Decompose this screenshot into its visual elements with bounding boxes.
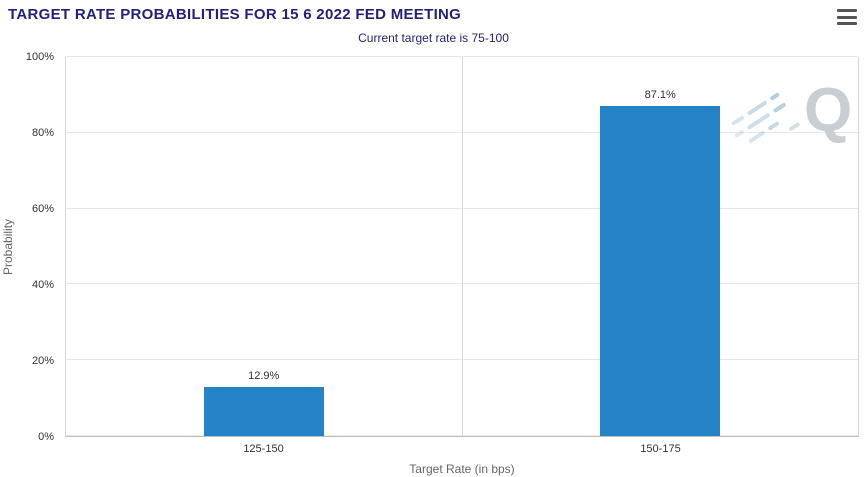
bar-125-150[interactable]	[203, 387, 324, 436]
x-tick-label: 125-150	[243, 443, 284, 455]
hamburger-bar	[837, 15, 857, 19]
plot-area: 12.9% 87.1% Q	[65, 56, 859, 437]
category-column: 87.1%	[461, 57, 859, 436]
gridline	[66, 56, 858, 57]
chart-subtitle: Current target rate is 75-100	[358, 31, 509, 45]
x-axis-title: Target Rate (in bps)	[409, 462, 515, 476]
bar-value-label: 12.9%	[248, 370, 280, 383]
hamburger-bar	[837, 9, 857, 12]
y-tick-label: 60%	[31, 203, 54, 215]
y-tick-label: 0%	[38, 431, 54, 443]
hamburger-bar	[837, 22, 857, 25]
x-tick-row: 125-150 150-175	[65, 443, 859, 455]
hamburger-menu-icon[interactable]	[837, 9, 857, 25]
y-tick-label: 80%	[31, 127, 54, 139]
x-tick-label: 150-175	[640, 443, 681, 455]
bar-value-label: 87.1%	[644, 88, 676, 101]
columns: 12.9% 87.1%	[66, 57, 858, 436]
category-column: 12.9%	[66, 57, 462, 436]
chart-title: TARGET RATE PROBABILITIES FOR 15 6 2022 …	[8, 6, 462, 23]
bar-150-175[interactable]	[600, 105, 721, 436]
y-axis-labels: 0% 20% 40% 60% 80% 100%	[0, 51, 58, 443]
y-tick-label: 40%	[31, 279, 54, 291]
y-tick-label: 100%	[25, 51, 54, 63]
y-tick-label: 20%	[31, 355, 54, 367]
